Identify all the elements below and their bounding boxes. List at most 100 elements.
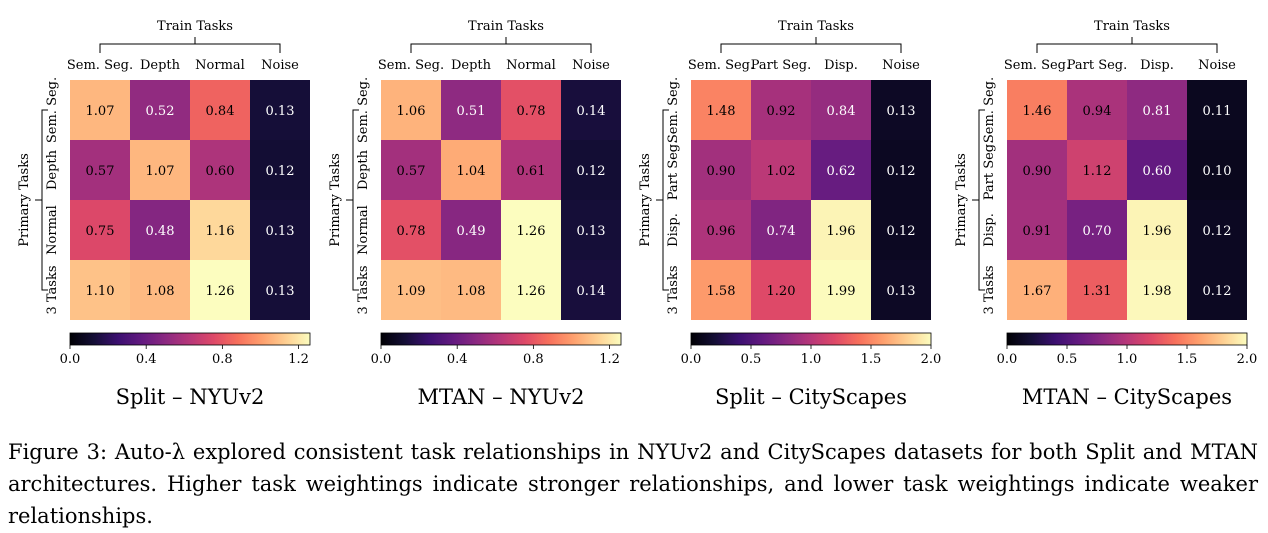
cell-value-label: 0.57 <box>86 164 115 179</box>
x-group-label: Train Tasks <box>468 19 544 34</box>
colorbar-tick-label: 0.0 <box>60 352 81 367</box>
colorbar-tick-label: 1.0 <box>801 352 822 367</box>
heatmap-cell <box>1067 140 1127 200</box>
y-group-label: Primary Tasks <box>328 153 343 247</box>
heatmap-cell <box>1127 140 1187 200</box>
colorbar-tick-label: 1.2 <box>288 352 309 367</box>
caption-text: Figure 3: Auto-λ explored consistent tas… <box>8 440 1258 528</box>
x-tick-label: Sem. Seg. <box>67 58 133 73</box>
heatmap-cell <box>751 80 811 140</box>
y-group-bracket <box>656 109 669 291</box>
cell-value-label: 0.92 <box>767 104 796 119</box>
cell-value-label: 0.90 <box>1023 164 1052 179</box>
cell-value-label: 1.31 <box>1083 284 1112 299</box>
heatmap-cell <box>1007 140 1067 200</box>
cell-value-label: 1.99 <box>827 284 856 299</box>
heatmap-cell <box>811 260 871 320</box>
cell-value-label: 0.57 <box>397 164 426 179</box>
colorbar-tick-label: 0.0 <box>997 352 1018 367</box>
heatmap-cell <box>1067 200 1127 260</box>
colorbar-tick-label: 0.5 <box>1057 352 1078 367</box>
cell-value-label: 0.13 <box>887 284 916 299</box>
colorbar-tick-label: 1.2 <box>599 352 620 367</box>
cell-value-label: 0.12 <box>887 164 916 179</box>
heatmap-cell <box>691 200 751 260</box>
cell-value-label: 1.10 <box>86 284 115 299</box>
colorbar-tick-label: 1.5 <box>1177 352 1198 367</box>
heatmap-cell <box>381 200 441 260</box>
heatmap-cell <box>441 140 501 200</box>
cell-value-label: 0.13 <box>577 224 606 239</box>
colorbar-tick-label: 0.0 <box>681 352 702 367</box>
cell-value-label: 0.84 <box>827 104 856 119</box>
x-tick-label: Depth <box>451 58 492 73</box>
cell-value-label: 0.84 <box>206 104 235 119</box>
cell-value-label: 1.26 <box>517 224 546 239</box>
heatmap-cell <box>70 80 130 140</box>
colorbar-tick-label: 0.4 <box>136 352 157 367</box>
heatmap-cell <box>70 140 130 200</box>
panel-title: MTAN – NYUv2 <box>418 385 585 409</box>
heatmap-cell <box>381 80 441 140</box>
cell-value-label: 0.51 <box>457 104 486 119</box>
cell-value-label: 0.13 <box>266 224 295 239</box>
heatmap-cell <box>561 260 621 320</box>
heatmap-cell <box>1127 200 1187 260</box>
colorbar-tick-label: 0.8 <box>523 352 544 367</box>
y-tick-label: 3 Tasks <box>666 265 681 314</box>
heatmap-cell <box>871 260 931 320</box>
x-tick-label: Part Seg. <box>751 58 812 73</box>
x-tick-label: Disp. <box>824 58 858 73</box>
colorbar-tick-label: 1.5 <box>861 352 882 367</box>
heatmap-cell <box>381 140 441 200</box>
y-tick-label: Sem. Seg. <box>356 77 371 143</box>
cell-value-label: 1.07 <box>86 104 115 119</box>
heatmap-cell <box>70 260 130 320</box>
figure-caption: Figure 3: Auto-λ explored consistent tas… <box>8 436 1258 532</box>
x-tick-label: Normal <box>506 58 556 73</box>
x-tick-label: Depth <box>140 58 181 73</box>
cell-value-label: 1.96 <box>1143 224 1172 239</box>
x-tick-label: Noise <box>882 58 920 73</box>
heatmap-cell <box>130 200 190 260</box>
heatmap-cell <box>751 140 811 200</box>
cell-value-label: 0.70 <box>1083 224 1112 239</box>
heatmap-cell <box>1187 260 1247 320</box>
cell-value-label: 1.58 <box>707 284 736 299</box>
cell-value-label: 0.12 <box>1203 284 1232 299</box>
heatmap-cell <box>1127 260 1187 320</box>
heatmap-cell <box>130 260 190 320</box>
heatmap-cell <box>130 80 190 140</box>
cell-value-label: 0.81 <box>1143 104 1172 119</box>
y-group-label: Primary Tasks <box>17 153 32 247</box>
heatmap-cell <box>441 80 501 140</box>
heatmap-cell <box>561 80 621 140</box>
heatmap-cell <box>811 200 871 260</box>
heatmap-cell <box>190 260 250 320</box>
x-tick-label: Sem. Seg. <box>378 58 444 73</box>
heatmap-cell <box>190 80 250 140</box>
colorbar-tick-label: 0.0 <box>371 352 392 367</box>
cell-value-label: 0.14 <box>577 284 606 299</box>
heatmap-cell <box>871 200 931 260</box>
cell-value-label: 0.12 <box>1203 224 1232 239</box>
colorbar-tick-label: 1.0 <box>1117 352 1138 367</box>
cell-value-label: 1.46 <box>1023 104 1052 119</box>
cell-value-label: 0.48 <box>146 224 175 239</box>
y-tick-label: Disp. <box>982 213 997 247</box>
x-tick-label: Sem. Seg. <box>688 58 754 73</box>
heatmap-cell <box>70 200 130 260</box>
y-group-bracket <box>346 109 359 291</box>
cell-value-label: 0.78 <box>397 224 426 239</box>
heatmap-cell <box>190 200 250 260</box>
cell-value-label: 0.90 <box>707 164 736 179</box>
heatmap-cell <box>561 140 621 200</box>
heatmap-cell <box>250 140 310 200</box>
x-tick-label: Noise <box>1198 58 1236 73</box>
cell-value-label: 1.48 <box>707 104 736 119</box>
x-tick-label: Normal <box>195 58 245 73</box>
x-group-bracket <box>410 37 592 53</box>
x-tick-label: Disp. <box>1140 58 1174 73</box>
heatmap-cell <box>441 200 501 260</box>
colorbar-tick-label: 0.4 <box>447 352 468 367</box>
